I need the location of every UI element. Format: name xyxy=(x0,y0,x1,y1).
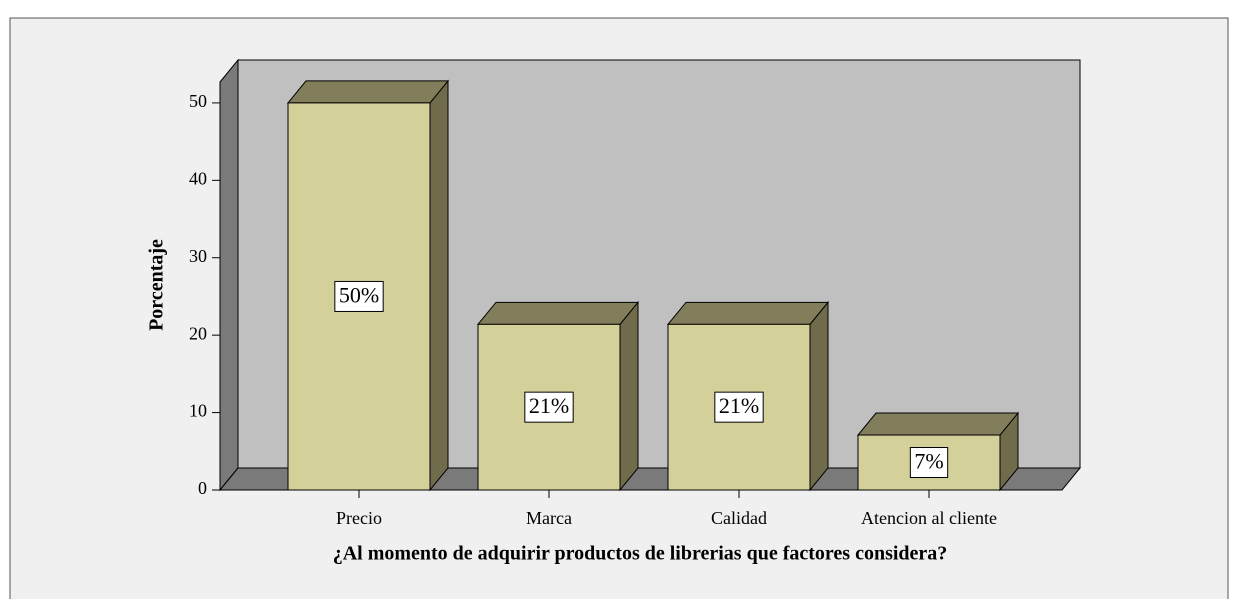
bar-side xyxy=(619,300,639,492)
value-label: 21% xyxy=(529,393,569,418)
bar-top xyxy=(286,80,450,104)
value-label-box xyxy=(334,280,384,312)
value-label: 7% xyxy=(914,449,943,474)
side-wall xyxy=(219,58,239,492)
x-tick-label: Calidad xyxy=(711,508,767,528)
bar-top xyxy=(856,412,1020,436)
value-label: 21% xyxy=(719,393,759,418)
y-tick-label: 10 xyxy=(189,401,207,421)
x-tick-label: Marca xyxy=(526,508,572,528)
x-axis-title: ¿Al momento de adquirir productos de lib… xyxy=(333,543,948,565)
bar-side xyxy=(809,300,829,492)
y-tick-label: 40 xyxy=(189,168,207,188)
bar-side xyxy=(429,79,449,492)
y-axis-title: Porcentaje xyxy=(146,239,168,331)
x-tick-label: Precio xyxy=(336,508,382,528)
value-label-box xyxy=(714,391,764,423)
bar-top xyxy=(666,301,830,325)
value-label-box xyxy=(909,447,949,479)
value-label-box xyxy=(524,391,574,423)
bar-top xyxy=(476,301,640,325)
y-tick-label: 50 xyxy=(189,91,207,111)
value-label: 50% xyxy=(339,282,379,307)
y-tick-label: 0 xyxy=(198,478,207,498)
y-tick-label: 20 xyxy=(189,323,207,343)
y-tick-label: 30 xyxy=(189,246,207,266)
x-tick-label: Atencion al cliente xyxy=(861,508,997,528)
